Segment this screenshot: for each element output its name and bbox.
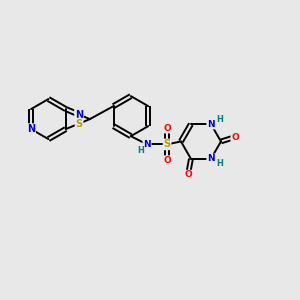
Text: N: N <box>207 120 215 129</box>
Text: H: H <box>216 115 223 124</box>
Text: O: O <box>184 170 192 179</box>
Text: S: S <box>76 118 82 129</box>
Text: N: N <box>75 110 83 120</box>
Text: S: S <box>164 140 171 149</box>
Text: N: N <box>27 124 35 134</box>
Text: O: O <box>163 156 171 165</box>
Text: N: N <box>207 154 215 163</box>
Text: O: O <box>163 124 171 133</box>
Text: N: N <box>143 140 151 149</box>
Text: O: O <box>231 133 239 142</box>
Text: H: H <box>216 159 223 168</box>
Text: H: H <box>137 146 144 155</box>
